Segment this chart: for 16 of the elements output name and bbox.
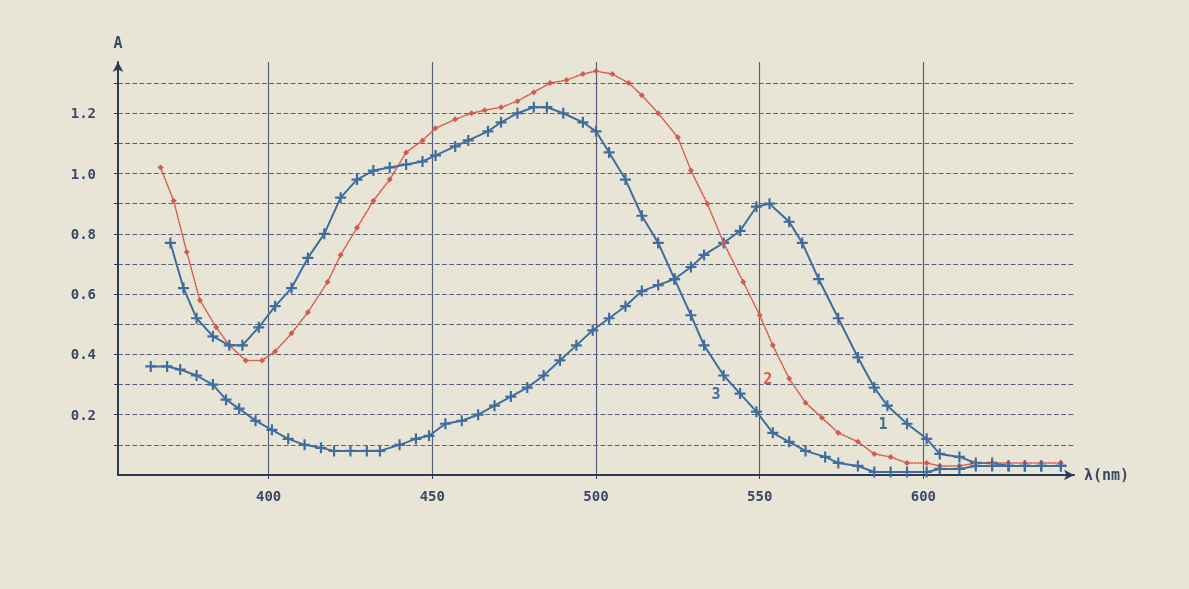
- x-tick-label: 400: [255, 488, 282, 504]
- y-tick-label: 0.8: [70, 225, 96, 242]
- y-tick-label: 1.0: [70, 165, 96, 182]
- y-tick-label: 0.4: [70, 346, 96, 363]
- x-tick-label: 600: [910, 488, 937, 504]
- y-tick-label: 0.6: [70, 286, 96, 303]
- y-axis-title: A: [113, 33, 123, 52]
- x-tick-label: 500: [583, 488, 609, 504]
- series-label: 3: [711, 384, 721, 403]
- series-label: 1: [878, 414, 888, 433]
- x-tick-label: 550: [747, 488, 773, 504]
- x-axis-title: λ(nm): [1084, 466, 1130, 484]
- y-tick-label: 1.2: [70, 105, 96, 122]
- y-tick-label: 0.2: [70, 406, 96, 423]
- x-tick-label: 450: [419, 488, 445, 504]
- series-label: 2: [763, 369, 773, 388]
